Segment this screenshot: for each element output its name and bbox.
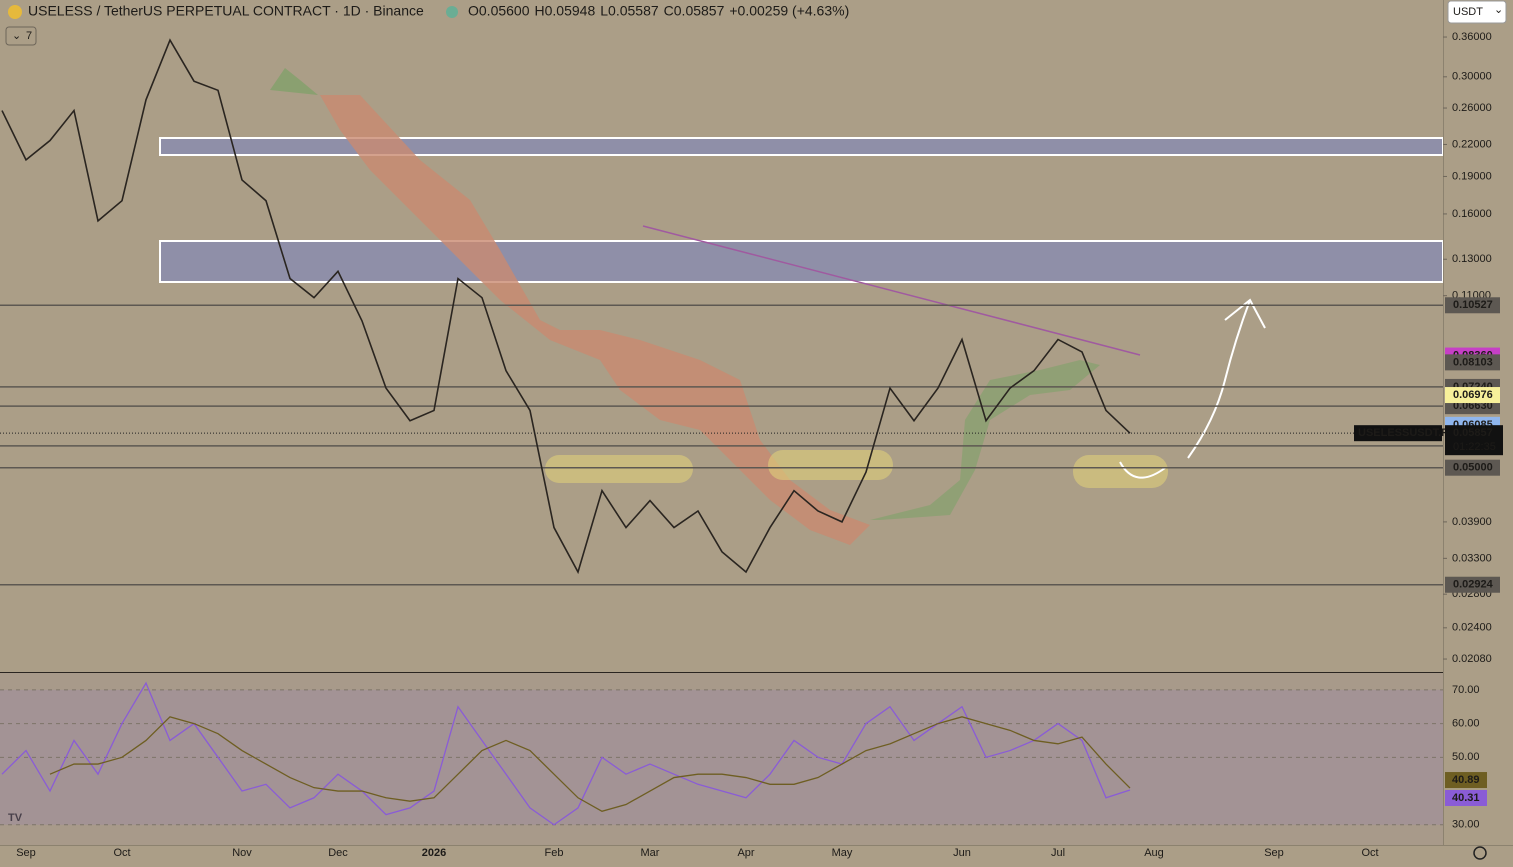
level-tag: [1445, 297, 1500, 314]
last-price-label: 0.05857: [1453, 427, 1493, 439]
x-tick-label: Dec: [328, 847, 348, 859]
cloud: [870, 360, 1100, 520]
x-tick-label: Apr: [737, 847, 754, 859]
x-tick-label: Aug: [1144, 847, 1164, 859]
ohlc-value: 0.05857: [674, 3, 725, 19]
ohlc-key: O: [468, 3, 479, 19]
series-line: [1, 681, 1131, 826]
symbol-title: USELESS / TetherUS PERPETUAL CONTRACT · …: [28, 3, 424, 19]
x-tick-label: Sep: [16, 847, 36, 859]
y-tick-label: 30.00: [1452, 819, 1480, 831]
value-tag: [1445, 772, 1487, 789]
level-label: 0.10527: [1453, 299, 1493, 311]
currency-label[interactable]: USDT: [1453, 6, 1483, 18]
y-tick-label: 50.00: [1452, 751, 1480, 763]
x-tick-label: Feb: [545, 847, 564, 859]
y-tick-label: 0.02400: [1452, 622, 1492, 634]
currency-select[interactable]: [1447, 0, 1507, 24]
highlight: [545, 455, 693, 483]
y-tick-label: 0.19000: [1452, 170, 1492, 182]
y-tick-label: 0.03900: [1452, 516, 1492, 528]
value-tag: [1445, 789, 1487, 806]
y-tick-label: 0.16000: [1452, 208, 1492, 220]
x-tick-label: Sep: [1264, 847, 1284, 859]
zone: [159, 240, 1444, 283]
cloud: [320, 95, 870, 545]
x-tick-label: Jun: [953, 847, 971, 859]
settings[interactable]: [1473, 846, 1487, 860]
status-dot: [446, 6, 458, 18]
arrow: [1187, 298, 1266, 459]
symbol-tag-label: USELESSUSDT.P: [1358, 427, 1448, 439]
indicator-toggle[interactable]: [5, 26, 37, 46]
y-tick-label: 0.26000: [1452, 102, 1492, 114]
ohlc-key: L: [600, 3, 608, 19]
marker-label: 0.06976: [1453, 389, 1493, 401]
level-label: 0.06630: [1453, 400, 1493, 412]
ohlc: O 0.05600 H 0.05948 L 0.05587 C 0.05857 +0.00259…: [468, 3, 849, 19]
x-tick-label: Oct: [113, 847, 130, 859]
series-line: [49, 716, 1131, 812]
marker-label: 0.08103: [1453, 356, 1493, 368]
ohlc-key: H: [535, 3, 545, 19]
symbol-icon: [8, 5, 22, 19]
ohlc-value: 0.05587: [608, 3, 659, 19]
highlight: [768, 450, 893, 480]
highlight: [1073, 455, 1168, 488]
arrow: [1119, 461, 1166, 479]
x-tick-label: Nov: [232, 847, 252, 859]
level-label: 0.02924: [1453, 579, 1494, 591]
chevron: ⌄: [1494, 4, 1503, 16]
y-tick-label: 0.02080: [1452, 653, 1492, 665]
x-tick-label: May: [832, 847, 853, 859]
y-tick-label: 70.00: [1452, 684, 1480, 696]
y-tick-label: 0.30000: [1452, 71, 1492, 83]
level-tag: [1445, 576, 1500, 593]
ohlc-value: 0.05948: [545, 3, 596, 19]
moving-average: [642, 225, 1141, 356]
level-label: 0.05000: [1453, 462, 1493, 474]
ohlc-key: C: [664, 3, 674, 19]
x-tick-label: Jul: [1051, 847, 1065, 859]
indicator-count[interactable]: 7: [26, 30, 32, 42]
value-tag-label: 40.31: [1452, 792, 1480, 804]
y-tick-label: 0.22000: [1452, 138, 1492, 150]
x-tick-label: Mar: [641, 847, 660, 859]
y-tick-label: 60.00: [1452, 717, 1480, 729]
x-tick-label: 2026: [422, 847, 446, 859]
cloud: [270, 68, 318, 95]
last-price-tag: [1445, 425, 1503, 456]
change: +0.00259 (+4.63%): [729, 3, 849, 19]
value-tag-label: 40.89: [1452, 774, 1480, 786]
ohlc-value: 0.05600: [479, 3, 530, 19]
chevron: ⌄: [12, 30, 21, 42]
y-tick-label: 0.03300: [1452, 552, 1492, 564]
marker-tag: [1445, 387, 1500, 404]
logo: TV: [8, 812, 23, 824]
series-line: [1, 38, 1131, 575]
countdown: 01:22:35: [1453, 441, 1496, 453]
symbol-tag: [1354, 425, 1442, 442]
marker-tag: [1445, 354, 1500, 371]
level-tag: [1445, 459, 1500, 476]
x-tick-label: Oct: [1361, 847, 1378, 859]
rsi-pane: [0, 673, 1443, 845]
y-tick-label: 0.36000: [1452, 31, 1492, 43]
y-tick-label: 0.13000: [1452, 253, 1492, 265]
